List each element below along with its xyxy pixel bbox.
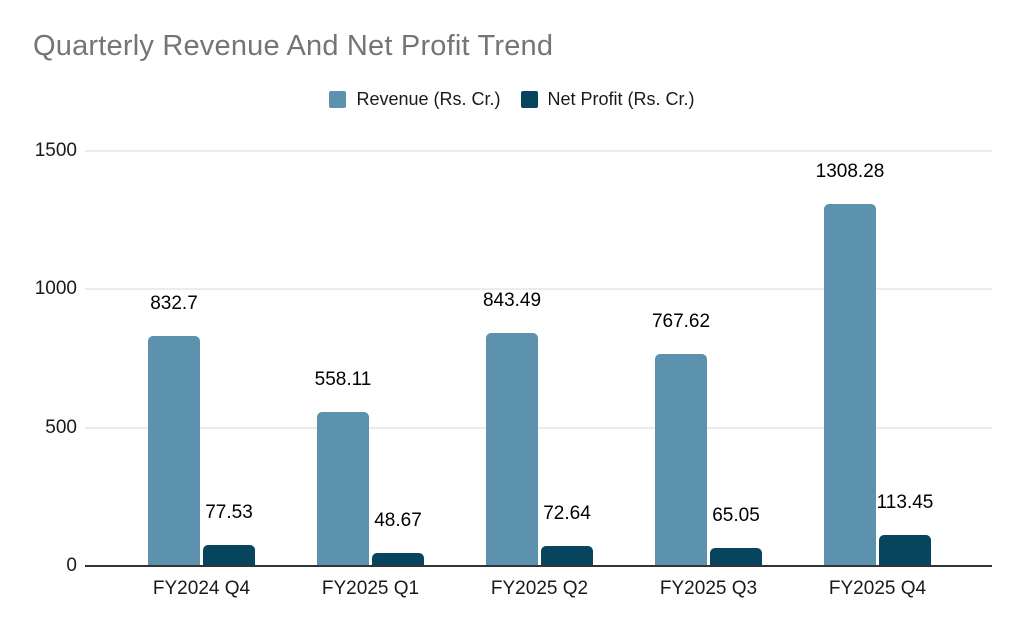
legend-label-revenue: Revenue (Rs. Cr.) xyxy=(356,89,501,109)
bar-revenue-rs-cr-fy2024-q4[interactable] xyxy=(148,335,200,566)
gridline-500 xyxy=(85,427,992,429)
value-label-revenue-rs-cr-fy2024-q4: 832.7 xyxy=(150,292,198,314)
bar-revenue-rs-cr-fy2025-q2[interactable] xyxy=(486,332,538,566)
bar-revenue-rs-cr-fy2025-q4[interactable] xyxy=(824,204,876,566)
legend-item-net-profit[interactable]: Net Profit (Rs. Cr.) xyxy=(520,89,695,110)
bar-net-profit-rs-cr-fy2025-q3[interactable] xyxy=(710,548,762,566)
bar-revenue-rs-cr-fy2025-q3[interactable] xyxy=(655,353,707,566)
value-label-net-profit-rs-cr-fy2025-q1: 48.67 xyxy=(374,509,422,531)
bar-group-fy2025-q1: 558.11 48.67 FY2025 Q1 xyxy=(286,151,455,599)
value-label-net-profit-rs-cr-fy2025-q2: 72.64 xyxy=(543,503,591,525)
plot-area: 0 500 1000 1500 832.7 77.53 FY2024 Q4 558.11 48… xyxy=(35,140,992,599)
y-tick-label-1500: 1500 xyxy=(34,140,77,161)
x-axis-label-fy2024-q4: FY2024 Q4 xyxy=(152,578,251,599)
legend: Revenue (Rs. Cr.) Net Profit (Rs. Cr.) xyxy=(0,89,1024,110)
x-axis-label-fy2025-q4: FY2025 Q4 xyxy=(828,578,927,599)
bar-group-fy2025-q4: 1308.28 113.45 FY2025 Q4 xyxy=(793,151,962,599)
value-label-revenue-rs-cr-fy2025-q1: 558.11 xyxy=(314,368,372,390)
chart-title: Quarterly Revenue And Net Profit Trend xyxy=(33,30,554,62)
value-label-revenue-rs-cr-fy2025-q3: 767.62 xyxy=(651,310,711,332)
value-label-net-profit-rs-cr-fy2025-q4: 113.45 xyxy=(876,491,934,513)
value-label-revenue-rs-cr-fy2025-q4: 1308.28 xyxy=(815,161,885,183)
bar-net-profit-rs-cr-fy2025-q1[interactable] xyxy=(372,552,424,566)
value-label-net-profit-rs-cr-fy2024-q4: 77.53 xyxy=(205,501,253,523)
bar-net-profit-rs-cr-fy2025-q4[interactable] xyxy=(879,534,931,566)
bar-net-profit-rs-cr-fy2024-q4[interactable] xyxy=(203,544,255,566)
bar-group-fy2025-q3: 767.62 65.05 FY2025 Q3 xyxy=(624,151,793,599)
bar-net-profit-rs-cr-fy2025-q2[interactable] xyxy=(541,545,593,566)
gridline-1000 xyxy=(85,288,992,290)
value-label-revenue-rs-cr-fy2025-q2: 843.49 xyxy=(482,289,542,311)
bar-group-fy2025-q2: 843.49 72.64 FY2025 Q2 xyxy=(455,151,624,599)
x-axis-label-fy2025-q2: FY2025 Q2 xyxy=(490,578,589,599)
gridline-1500 xyxy=(85,150,992,152)
revenue-swatch-icon xyxy=(329,91,347,108)
bar-revenue-rs-cr-fy2025-q1[interactable] xyxy=(317,411,369,566)
legend-label-net-profit: Net Profit (Rs. Cr.) xyxy=(547,89,695,109)
x-axis-label-fy2025-q1: FY2025 Q1 xyxy=(321,578,420,599)
x-axis-label-fy2025-q3: FY2025 Q3 xyxy=(659,578,758,599)
net-profit-swatch-icon xyxy=(520,91,538,108)
y-tick-label-500: 500 xyxy=(45,416,77,438)
x-axis-line xyxy=(85,565,992,567)
legend-item-revenue[interactable]: Revenue (Rs. Cr.) xyxy=(329,89,501,110)
value-label-net-profit-rs-cr-fy2025-q3: 65.05 xyxy=(712,505,760,527)
y-tick-label-1000: 1000 xyxy=(34,278,77,300)
y-tick-label-0: 0 xyxy=(66,555,77,576)
bar-group-fy2024-q4: 832.7 77.53 FY2024 Q4 xyxy=(117,151,286,599)
